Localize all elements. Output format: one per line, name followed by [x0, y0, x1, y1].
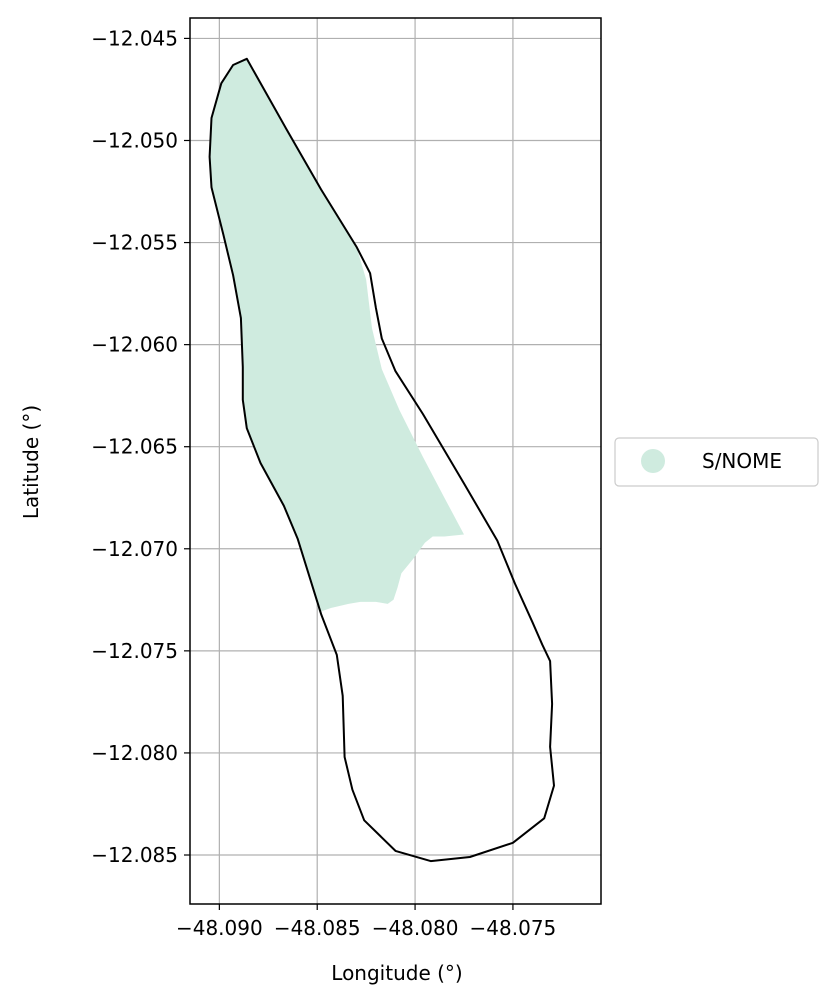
filled-region-s-nome [209, 58, 464, 613]
y-tick-label-8: −12.085 [91, 843, 178, 867]
y-tick-label-1: −12.050 [91, 128, 178, 152]
y-tick-label-3: −12.060 [91, 333, 178, 357]
y-axis-title: Latitude (°) [19, 405, 43, 519]
x-tick-label-3: −48.075 [470, 916, 557, 940]
legend-label: S/NOME [702, 449, 782, 473]
map-layer [208, 57, 555, 863]
y-tick-label-7: −12.080 [91, 741, 178, 765]
y-tick-label-5: −12.070 [91, 537, 178, 561]
legend: S/NOME [614, 437, 819, 487]
x-ticks: −48.090 −48.085 −48.080 −48.075 [176, 904, 556, 940]
region-outline [208, 57, 555, 863]
x-tick-label-2: −48.080 [372, 916, 459, 940]
x-axis-title: Longitude (°) [331, 961, 462, 985]
legend-swatch-circle-icon [641, 449, 665, 473]
x-tick-label-0: −48.090 [176, 916, 263, 940]
axes-frame [189, 17, 602, 905]
y-tick-label-0: −12.045 [91, 26, 178, 50]
y-tick-label-2: −12.055 [91, 231, 178, 255]
y-tick-label-6: −12.075 [91, 639, 178, 663]
y-ticks: −12.045 −12.050 −12.055 −12.060 −12.065 −12.0… [91, 26, 190, 867]
legend-frame [614, 437, 819, 487]
x-tick-label-1: −48.085 [274, 916, 361, 940]
y-tick-label-4: −12.065 [91, 435, 178, 459]
